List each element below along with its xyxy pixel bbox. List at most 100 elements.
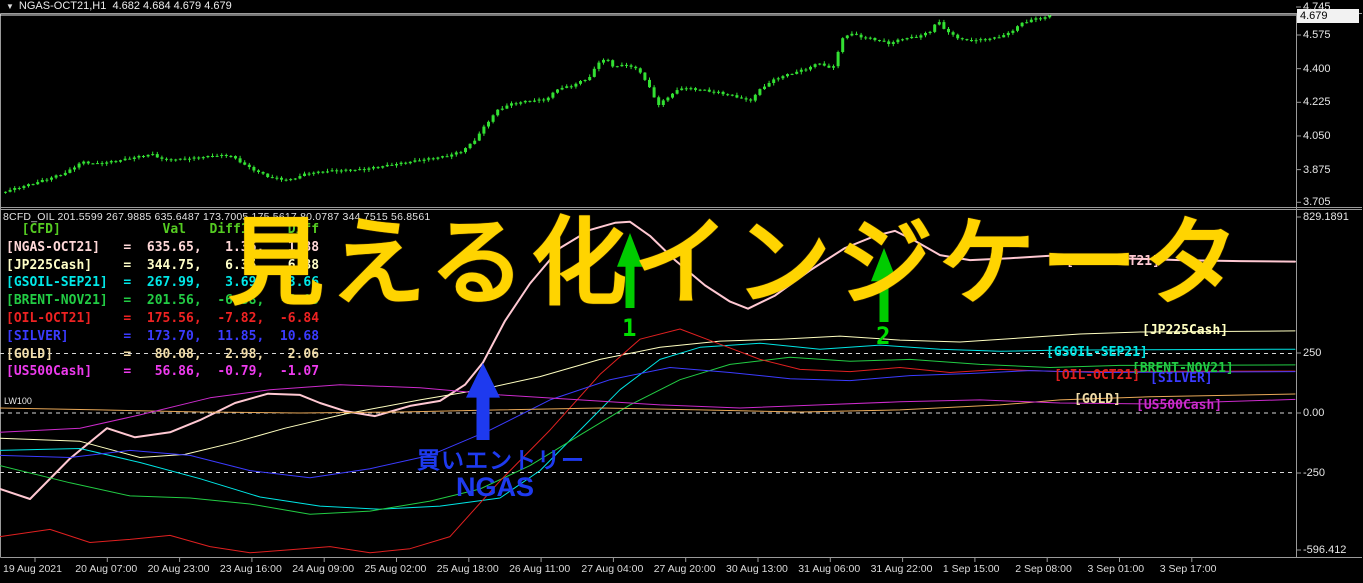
headline-text: 見える化インジケータ: [228, 210, 1246, 317]
signal-arrow-2-head: [871, 248, 897, 282]
cfd-table-row: [SILVER] = 173.70, 11.85, 10.68: [6, 328, 320, 344]
candle-body: [238, 158, 242, 163]
price-tick-label: 4.050: [1303, 129, 1331, 142]
series-line-NGAS-OCT21: [0, 220, 1296, 500]
cfd-table-header: [CFD] Val Diff1, Diff: [6, 222, 320, 237]
candle-body: [261, 172, 265, 174]
candle-body: [482, 126, 486, 134]
candle-body: [993, 37, 996, 39]
cfd-table-row: [GSOIL-SEP21] = 267.99, 3.69, 3.66: [6, 275, 320, 291]
candle-body: [942, 22, 946, 29]
candle-body: [1043, 17, 1047, 19]
candle-body: [201, 157, 205, 159]
time-tick-label: 30 Aug 13:00: [726, 563, 788, 575]
cfd-table-row: [BRENT-NOV21] = 201.56, -6.38, -6.00: [6, 293, 320, 309]
candle-body: [776, 78, 780, 80]
time-tick-label: 1 Sep 15:00: [942, 563, 1000, 575]
candle-body: [146, 154, 150, 157]
candle-body: [335, 170, 339, 172]
time-tick-label: 20 Aug 07:00: [75, 563, 138, 575]
candle-body: [137, 156, 141, 158]
candle-body: [726, 94, 730, 96]
price-tick-label: 3.875: [1303, 163, 1331, 176]
candle-body: [960, 38, 964, 40]
candle-body: [827, 65, 831, 68]
series-line-OIL-OCT21: [0, 328, 1296, 554]
candle-body: [983, 39, 987, 41]
candle-body: [556, 89, 559, 93]
candle-body: [712, 91, 716, 93]
candle-body: [59, 175, 63, 177]
candle-body: [390, 164, 394, 166]
candle-body: [648, 79, 651, 88]
candle-body: [505, 105, 509, 109]
chart-title-bar[interactable]: ▼ NGAS-OCT21,H1 4.682 4.684 4.679 4.679: [0, 0, 1363, 13]
candle-body: [671, 93, 674, 98]
time-tick-label: 24 Aug 09:00: [292, 563, 355, 575]
candle-body: [873, 38, 877, 41]
candle-body: [188, 158, 191, 160]
candle-body: [293, 178, 297, 180]
candle-body: [694, 88, 697, 90]
candle-body: [353, 169, 357, 171]
candle-body: [675, 90, 679, 94]
candle-body: [813, 64, 817, 67]
candle-body: [919, 35, 923, 38]
candle-body: [436, 157, 440, 159]
candle-body: [487, 121, 490, 127]
candle-body: [109, 161, 113, 163]
candle-body: [1016, 26, 1019, 31]
candle-body: [330, 170, 334, 172]
candle-body: [445, 156, 449, 158]
candle-body: [372, 167, 375, 169]
candle-body: [744, 98, 748, 100]
candle-body: [855, 33, 858, 35]
candle-body: [73, 167, 76, 170]
dropdown-icon[interactable]: ▼: [6, 2, 14, 11]
price-tick-label: 4.575: [1303, 29, 1331, 41]
candle-body: [606, 59, 610, 61]
candle-body: [119, 160, 122, 162]
candle-body: [588, 77, 592, 81]
time-tick-label: 20 Aug 23:00: [147, 563, 210, 575]
signal-marker-2: 2: [876, 322, 891, 350]
signal-arrow-1-head: [617, 233, 643, 267]
cfd-table-row: [JP225Cash] = 344.75, 6.35, 6.38: [6, 257, 320, 273]
candle-body: [914, 36, 918, 38]
candle-body: [905, 38, 909, 40]
candle-body: [864, 37, 868, 39]
candle-body: [473, 140, 477, 144]
candle-body: [496, 109, 500, 116]
cfd-table-row: [OIL-OCT21] = 175.56, -7.82, -6.84: [6, 311, 320, 326]
candle-body: [312, 172, 316, 174]
candle-body: [395, 164, 398, 166]
signal-arrow-1-shaft: [625, 265, 635, 308]
candle-body: [454, 152, 458, 155]
candle-body: [721, 91, 725, 95]
line-label-OIL-OCT21: [OIL-OCT21]: [1054, 368, 1141, 383]
cfd-table-row: [US500Cash] = 56.86, -0.79, -1.07: [6, 364, 320, 380]
price-tick-label: 4.745: [1303, 1, 1331, 13]
candle-body: [1048, 15, 1052, 18]
candle-body: [40, 180, 44, 183]
candle-body: [464, 148, 467, 153]
candle-body: [620, 64, 624, 67]
candle-body: [804, 69, 808, 71]
candle-body: [537, 99, 541, 101]
line-label-US500Cash: [US500Cash]: [1136, 398, 1223, 413]
candle-body: [579, 81, 582, 84]
candle-body: [1006, 32, 1010, 36]
candle-body: [859, 34, 863, 38]
candle-body: [280, 177, 283, 180]
price-tick-label: 3.705: [1303, 196, 1331, 209]
candle-body: [933, 24, 937, 32]
candle-body: [404, 162, 408, 164]
candle-body: [408, 161, 412, 164]
candle-body: [344, 169, 348, 171]
time-tick-label: 3 Sep 17:00: [1159, 563, 1217, 575]
candle-body: [381, 166, 385, 168]
candle-body: [1034, 18, 1038, 20]
candle-body: [634, 66, 638, 69]
candle-body: [638, 68, 642, 73]
